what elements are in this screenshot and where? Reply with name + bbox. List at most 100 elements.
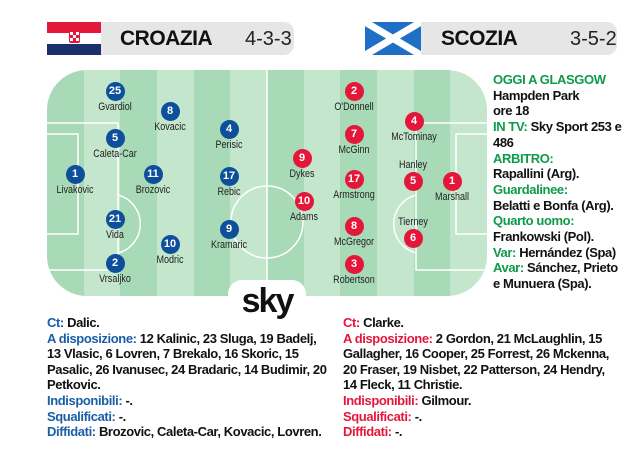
player-name: Gvardiol [98,101,132,113]
kickoff-time: ore 18 [493,103,529,119]
player-number: 5 [403,172,423,191]
match-info: OGGI A GLASGOW Hampden Park ore 18 IN TV… [493,72,622,292]
home-unavailable: -. [125,392,134,408]
player-name: Hanley [398,159,428,171]
var: Hernández (Spa) [519,244,616,260]
player-marker: 11 Brozovic [123,164,183,196]
away-coach-label: Ct: [343,315,360,330]
player-number: 4 [219,120,239,139]
player-number: 9 [292,149,312,168]
player-number: 5 [105,129,125,148]
player-marker: 17 Rebic [199,166,259,198]
player-marker: 10 Modric [140,234,200,266]
player-marker: 5 Caleta-Car [85,128,145,160]
player-number: 8 [344,217,364,236]
away-bench-label: A disposizione: [343,330,433,346]
home-formation: 4-3-3 [245,28,292,50]
away-coach: Clarke. [363,315,404,330]
away-unavailable-label: Indisponibili: [343,392,419,408]
referee: Rapallini (Arg). [493,166,580,182]
player-marker: 21 Vida [85,209,145,241]
pitch-stripe [267,70,305,296]
home-bench: 12 Kalinic, 23 Sluga, 19 Badelj, 13 Vlas… [47,330,327,393]
player-name: Livakovic [56,184,94,196]
home-coach: Dalic. [67,315,100,330]
player-number: 17 [344,170,364,189]
sky-logo: sky [228,280,306,320]
player-marker: 1 Marshall [422,171,482,203]
fourth-official: Frankowski (Pol). [493,229,594,245]
player-name: Armstrong [333,189,375,201]
player-marker: 2 Vrsaljko [85,253,145,285]
away-notes: Ct: Clarke. A disposizione: 2 Gordon, 21… [343,315,618,440]
player-name: McTominay [391,131,437,143]
player-name: McGregor [333,236,375,248]
home-coach-label: Ct: [47,315,64,330]
player-name: Rebic [217,186,241,198]
player-number: 21 [105,210,125,229]
avar: Sánchez, Prieto e Munuera (Spa). [493,260,618,292]
player-number: 10 [160,235,180,254]
player-number: 9 [219,220,239,239]
var-label: Var: [493,244,516,260]
away-unavailable: Gilmour. [421,392,472,408]
player-name: Modric [156,254,184,266]
player-number: 8 [160,102,180,121]
player-number: 4 [404,112,424,131]
player-name: Perisic [215,139,243,151]
away-suspended: -. [414,408,423,424]
player-marker: Tierney 6 [383,216,443,248]
home-suspended-label: Squalificati: [47,408,116,424]
player-marker: 4 Perisic [199,119,259,151]
player-marker: 17 Armstrong [324,169,384,201]
player-marker: 8 Kovacic [140,101,200,133]
player-marker: 7 McGinn [324,124,384,156]
fourth-official-label: Quarto uomo: [493,213,575,229]
player-name: Vrsaljko [99,273,131,285]
player-marker: 25 Gvardiol [85,81,145,113]
player-marker: 1 Livakovic [45,164,105,196]
player-marker: 9 Dykes [272,148,332,180]
player-name: Marshall [434,191,470,203]
svg-text:sky: sky [242,282,295,320]
pitch-lines [47,70,487,296]
venue-label: OGGI A GLASGOW [493,72,606,87]
player-marker: 2 O'Donnell [324,81,384,113]
home-suspended: -. [118,408,127,424]
player-number: 1 [65,165,85,184]
player-name: Caleta-Car [93,148,137,160]
linesmen: Belatti e Bonfa (Arg). [493,197,614,213]
player-name: Adams [289,211,319,223]
player-name: Kramaric [210,239,248,251]
away-warned-label: Diffidati: [343,424,392,440]
player-number: 3 [344,255,364,274]
player-name: Robertson [333,274,375,286]
player-number: 17 [219,167,239,186]
home-team-name: CROAZIA [120,27,213,50]
player-name: Dykes [289,168,315,180]
venue: Hampden Park [493,87,580,103]
player-number: 7 [344,125,364,144]
home-bench-label: A disposizione: [47,330,137,346]
referee-label: ARBITRO: [493,150,554,166]
player-marker: 3 Robertson [324,254,384,286]
player-marker: 10 Adams [274,191,334,223]
home-warned-label: Diffidati: [47,424,96,440]
player-number: 2 [344,82,364,101]
away-team-name: SCOZIA [441,27,518,50]
scotland-flag-icon [365,22,421,55]
player-number: 25 [105,82,125,101]
pitch-stripe [303,70,342,296]
player-marker: 4 McTominay [384,111,444,143]
home-unavailable-label: Indisponibili: [47,392,123,408]
player-number: 6 [403,229,423,248]
home-notes: Ct: Dalic. A disposizione: 12 Kalinic, 2… [47,315,332,440]
player-name: Vida [106,229,124,241]
away-formation: 3-5-2 [570,28,617,50]
away-suspended-label: Squalificati: [343,408,412,424]
croatia-flag-icon [47,22,101,55]
away-warned: -. [394,424,403,440]
player-name: McGinn [338,144,370,156]
player-marker: 9 Kramaric [199,219,259,251]
player-number: 10 [294,192,314,211]
